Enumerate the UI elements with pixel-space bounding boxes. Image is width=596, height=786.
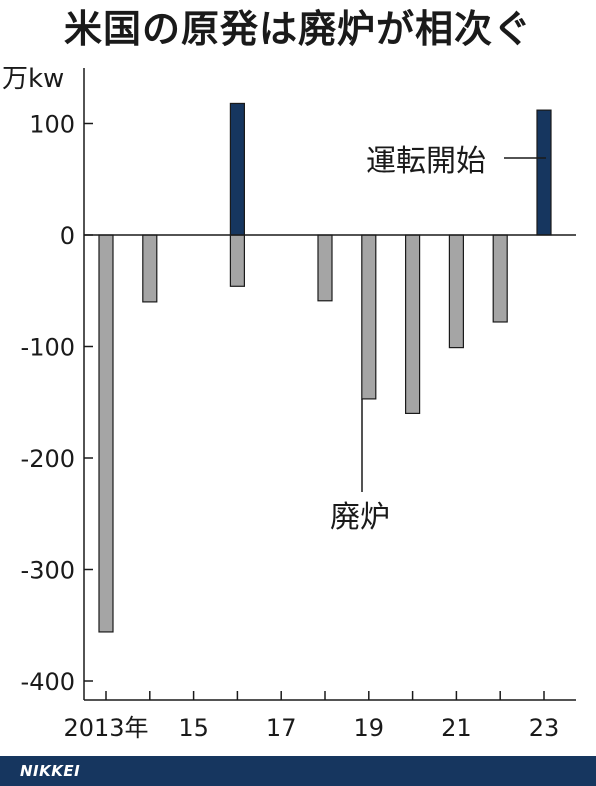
bars-layer	[98, 102, 552, 633]
x-tick-label-2017: 17	[266, 714, 297, 742]
y-axis-unit-label: 万kw	[2, 64, 64, 94]
bar-start-2023	[536, 109, 552, 236]
bar-decommission-2022	[492, 234, 508, 323]
brand-logo: NIKKEI	[20, 762, 81, 780]
x-tick-label-2015: 15	[178, 714, 209, 742]
footer-bar: NIKKEI	[0, 756, 596, 786]
chart-title: 米国の原発は廃炉が相次ぐ	[63, 7, 532, 51]
bar-decommission-2018	[317, 234, 333, 302]
y-tick-label-4: -300	[21, 557, 75, 585]
y-tick-label-3: -200	[21, 445, 75, 473]
x-tick-label-2013: 2013年	[63, 714, 148, 742]
annotation-start-label: 運転開始	[366, 144, 486, 179]
y-tick-label-2: -100	[21, 334, 75, 362]
x-tick-label-2023: 23	[529, 714, 560, 742]
bar-decommission-2016	[229, 234, 245, 287]
bar-decommission-2014	[142, 234, 158, 303]
x-tick-label-2021: 21	[441, 714, 472, 742]
annotation-decommission-label: 廃炉	[330, 500, 390, 535]
bar-decommission-2013	[98, 234, 114, 633]
bar-decommission-2021	[448, 234, 464, 349]
axes-layer: 100 0 -100 -200 -300 -400 2013年 15 17 19 21 23	[21, 68, 576, 742]
bar-decommission-2020	[405, 234, 421, 414]
y-tick-label-1: 0	[60, 222, 75, 250]
y-tick-label-5: -400	[21, 668, 75, 696]
bar-decommission-2019	[361, 234, 377, 400]
bar-start-2016	[229, 102, 245, 236]
y-tick-label-0: 100	[29, 111, 75, 139]
x-tick-label-2019: 19	[354, 714, 385, 742]
